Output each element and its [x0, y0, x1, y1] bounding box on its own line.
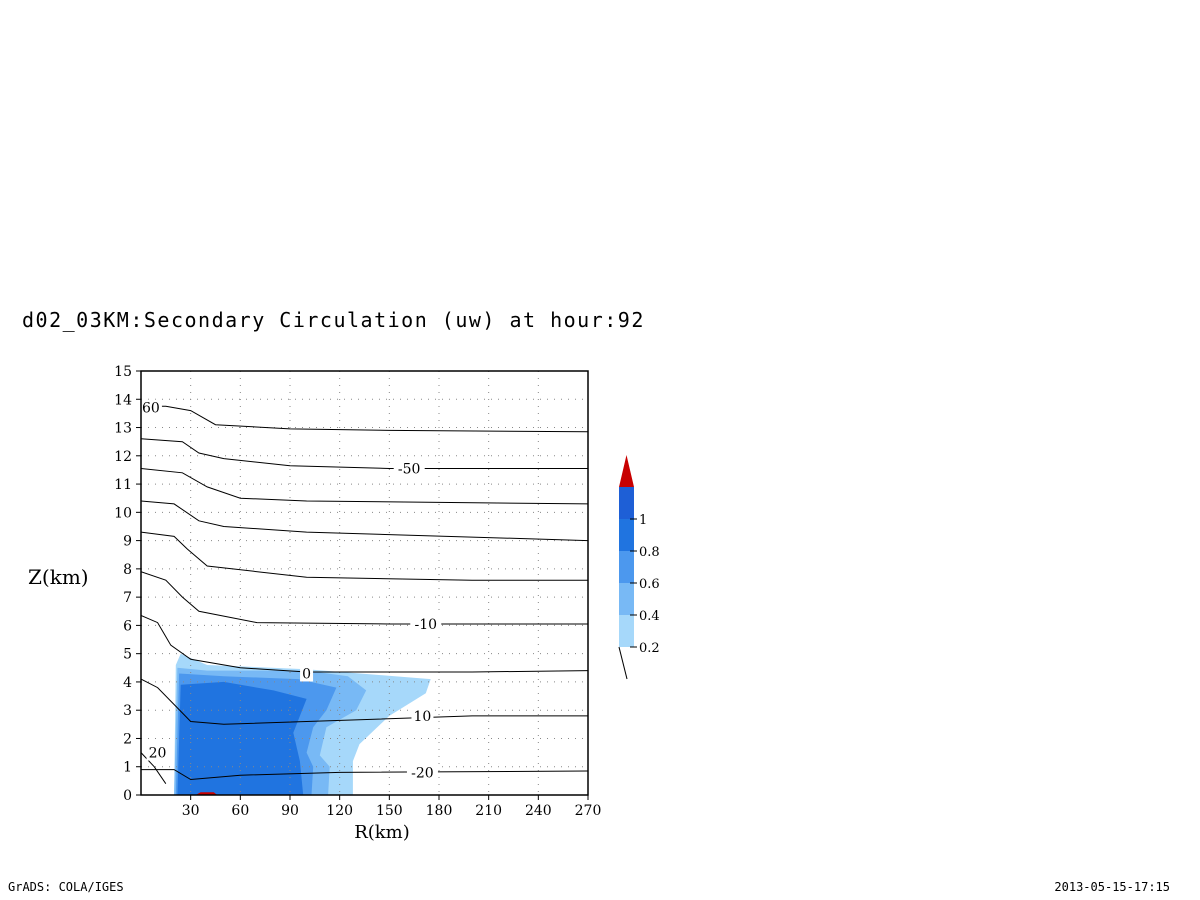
- contour-line-2: [141, 468, 588, 505]
- x-tick-label-7: 240: [525, 803, 552, 819]
- contour-line-6: [141, 615, 588, 673]
- y-tick-label-7: 7: [123, 590, 132, 606]
- x-tick-label-8: 270: [575, 803, 602, 819]
- y-tick-label-2: 2: [123, 731, 132, 747]
- colorbar-segment-0: [619, 615, 634, 647]
- contour-label-7: 0: [302, 666, 311, 682]
- y-tick-label-12: 12: [114, 449, 132, 465]
- colorbar-label-3: 0.8: [639, 545, 660, 560]
- contour-lines: [141, 405, 588, 784]
- contour-line-4: [141, 531, 588, 581]
- colorbar-label-0: 0.2: [639, 641, 660, 656]
- x-tick-label-1: 60: [231, 803, 249, 819]
- contour-label-bg-10: [406, 764, 438, 781]
- x-axis-ticks: 30 60 90 120 150 180 210 240 270: [182, 795, 602, 819]
- contour-label-bg-6: [410, 615, 442, 632]
- contour-line-9: [141, 752, 167, 784]
- contour-label-0: 60: [142, 401, 160, 417]
- contour-label-10: -20: [411, 765, 434, 781]
- x-tick-label-4: 150: [376, 803, 403, 819]
- contour-line-7: [141, 678, 588, 725]
- contour-line-3: [141, 500, 588, 542]
- contour-line-5: [141, 571, 588, 625]
- colorbar-segment-4: [619, 487, 634, 519]
- filled-region-3: [177, 681, 307, 795]
- contour-line-0: [141, 405, 588, 433]
- y-tick-label-9: 9: [123, 534, 132, 550]
- contour-label-bg-7: [300, 665, 314, 682]
- contour-label-bg-9: [146, 744, 169, 761]
- colorbar-label-2: 0.6: [639, 577, 660, 592]
- contour-line-1: [141, 438, 588, 469]
- contour-label-9: 20: [149, 746, 167, 762]
- grid-lines: [141, 371, 588, 795]
- contour-label-bg-8: [411, 707, 434, 724]
- y-tick-label-13: 13: [114, 421, 132, 437]
- colorbar-label-4: 1: [639, 513, 647, 528]
- y-tick-label-3: 3: [123, 703, 132, 719]
- colorbar-segment-3: [619, 519, 634, 551]
- x-axis-label: R(km): [354, 822, 410, 843]
- colorbar-segment-1: [619, 583, 634, 615]
- x-tick-label-3: 120: [326, 803, 353, 819]
- contour-label-bg-0: [139, 399, 162, 416]
- y-tick-label-1: 1: [123, 760, 132, 776]
- y-tick-label-4: 4: [123, 675, 132, 691]
- colorbar-label-1: 0.4: [639, 609, 660, 624]
- y-tick-label-11: 11: [114, 477, 132, 493]
- y-tick-label-8: 8: [123, 562, 132, 578]
- footer-left: GrADS: COLA/IGES: [8, 880, 124, 894]
- colorbar: 0.2 0.4 0.6 0.8 1: [618, 455, 660, 680]
- y-tick-label-10: 10: [114, 505, 132, 521]
- y-tick-label-6: 6: [123, 618, 132, 634]
- contour-label-2: -50: [398, 462, 421, 478]
- x-tick-label-5: 180: [426, 803, 453, 819]
- y-tick-label-14: 14: [114, 392, 132, 408]
- contour-label-bg-2: [393, 460, 425, 477]
- y-tick-label-5: 5: [123, 647, 132, 663]
- y-tick-label-0: 0: [123, 788, 132, 804]
- colorbar-segment-2: [619, 551, 634, 583]
- colorbar-under-mark: [618, 646, 628, 680]
- x-tick-label-6: 210: [475, 803, 502, 819]
- plot-frame: [140, 370, 589, 796]
- contour-label-8: 10: [414, 709, 432, 725]
- contour-line-8: [141, 769, 588, 781]
- colorbar-over-arrow: [619, 455, 634, 487]
- y-tick-label-15: 15: [114, 364, 132, 380]
- x-tick-label-2: 90: [281, 803, 299, 819]
- contour-label-6: -10: [414, 617, 437, 633]
- contour-labels: 60 -50 -10 0 10 20 -20: [139, 399, 442, 781]
- chart-title: d02_03KM:Secondary Circulation (uw) at h…: [22, 308, 645, 332]
- footer-timestamp: 2013-05-15-17:15: [1054, 880, 1170, 894]
- y-axis-label: Z(km): [28, 565, 89, 589]
- x-tick-label-0: 30: [182, 803, 200, 819]
